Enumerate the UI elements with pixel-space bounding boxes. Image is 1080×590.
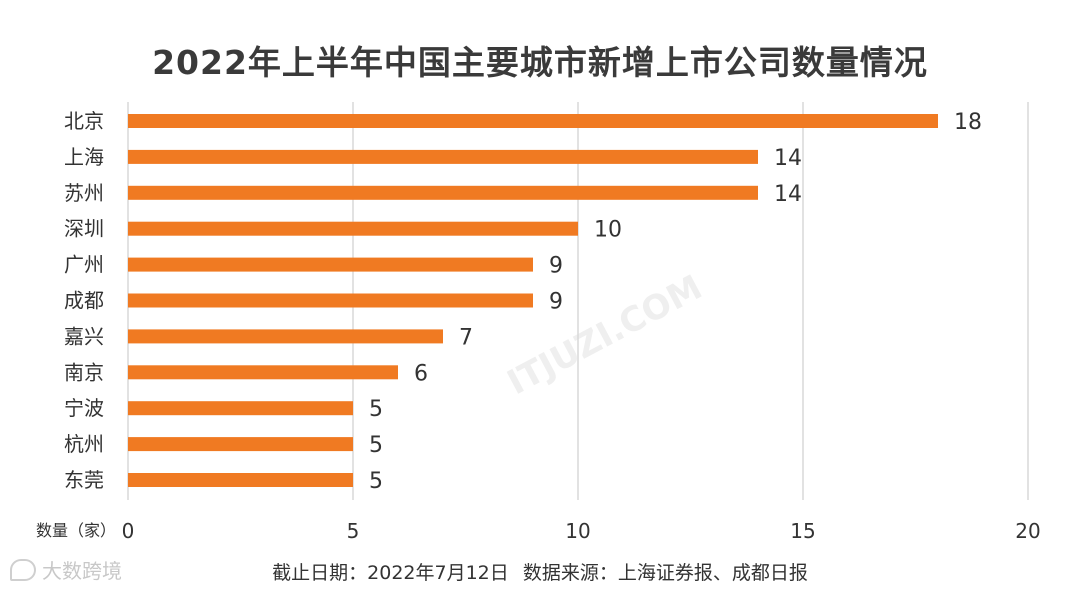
category-label: 成都 bbox=[64, 289, 104, 313]
bar bbox=[128, 185, 758, 200]
bar bbox=[128, 473, 353, 487]
category-label: 深圳 bbox=[64, 217, 104, 241]
chat-bubble-icon bbox=[10, 558, 36, 581]
category-label: 杭州 bbox=[64, 432, 104, 456]
date-note: 截止日期：2022年7月12日 bbox=[272, 562, 509, 584]
bar bbox=[128, 257, 533, 272]
category-label: 广州 bbox=[64, 253, 104, 277]
category-label: 东莞 bbox=[64, 468, 104, 492]
x-tick-label: 20 bbox=[1015, 519, 1040, 543]
bar bbox=[128, 437, 353, 452]
data-label: 5 bbox=[369, 397, 383, 422]
bar bbox=[128, 149, 758, 164]
watermark-text: ITJUZI.COM bbox=[501, 267, 709, 403]
data-label: 18 bbox=[954, 110, 982, 135]
data-label: 9 bbox=[549, 290, 563, 315]
data-label: 9 bbox=[549, 254, 563, 279]
x-tick-label: 0 bbox=[122, 519, 135, 543]
chart-footnote: 截止日期：2022年7月12日 数据来源：上海证券报、成都日报 bbox=[0, 558, 1080, 585]
x-tick-label: 5 bbox=[347, 519, 360, 543]
bar bbox=[128, 365, 398, 380]
bar bbox=[128, 329, 443, 344]
x-axis-label: 数量（家） bbox=[36, 521, 116, 540]
category-label: 北京 bbox=[64, 109, 104, 133]
bar bbox=[128, 293, 533, 308]
bar bbox=[128, 221, 578, 236]
chart-title: 2022年上半年中国主要城市新增上市公司数量情况 bbox=[152, 43, 928, 82]
x-tick-label: 15 bbox=[790, 519, 815, 543]
source-note: 数据来源：上海证券报、成都日报 bbox=[522, 562, 808, 584]
data-label: 5 bbox=[369, 433, 383, 458]
category-label: 嘉兴 bbox=[64, 324, 104, 348]
brand-name: 大数跨境 bbox=[42, 559, 122, 583]
data-label: 14 bbox=[774, 182, 802, 207]
data-label: 7 bbox=[459, 325, 473, 350]
bar bbox=[128, 401, 353, 416]
category-label: 南京 bbox=[64, 360, 104, 384]
data-label: 14 bbox=[774, 146, 802, 171]
data-label: 10 bbox=[594, 218, 622, 243]
category-label: 苏州 bbox=[64, 181, 104, 205]
data-label: 6 bbox=[414, 361, 428, 386]
x-tick-label: 10 bbox=[565, 519, 590, 543]
bar bbox=[128, 114, 938, 128]
category-label: 上海 bbox=[64, 145, 104, 169]
data-label: 5 bbox=[369, 469, 383, 494]
brand-logo: 大数跨境 bbox=[10, 555, 122, 584]
category-label: 宁波 bbox=[64, 396, 104, 420]
